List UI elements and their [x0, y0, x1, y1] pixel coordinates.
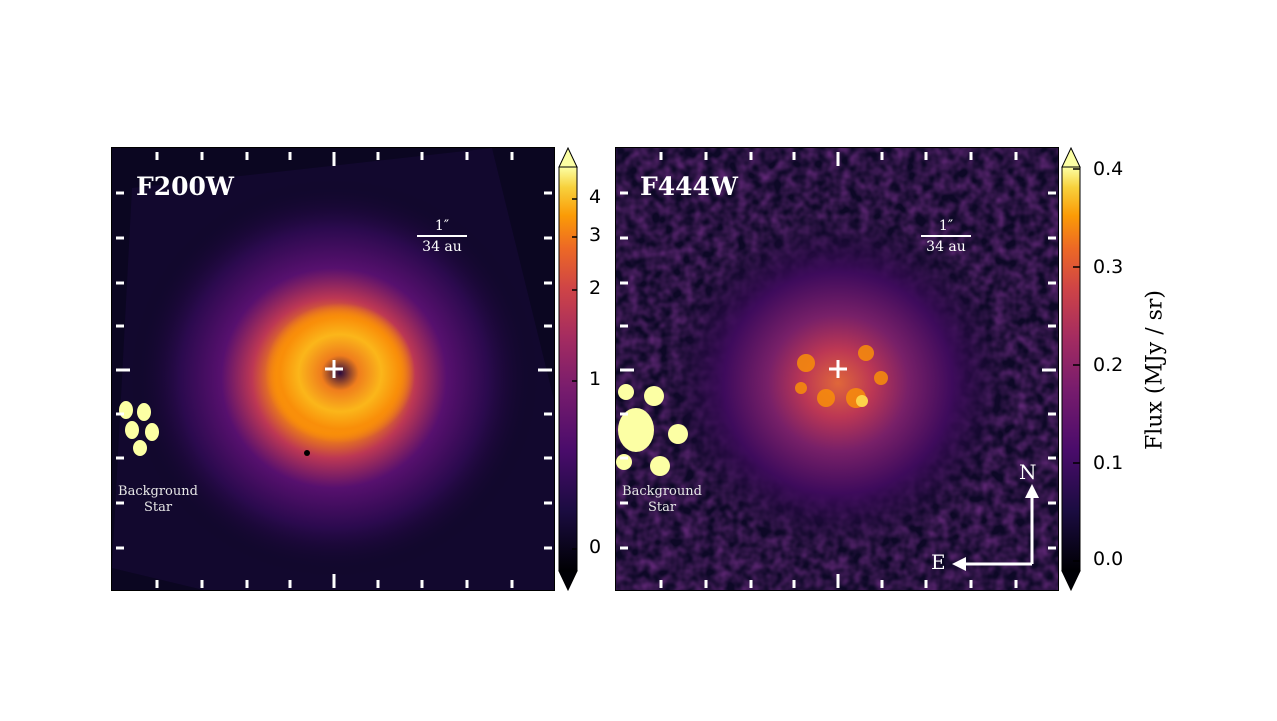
f200w-image-panel: F200W 1″ 34 au Background Star	[111, 147, 555, 591]
scalebar-au-label: 34 au	[926, 239, 966, 255]
colorbar-f200w	[558, 146, 578, 592]
bg-star-label-line2: Star	[647, 500, 677, 515]
scalebar-line	[921, 235, 971, 237]
colorbar-f444w-tick: 0.2	[1093, 354, 1124, 376]
colorbar-f200w-tick: 1	[589, 368, 602, 390]
f444w-image	[616, 148, 1058, 590]
star-position-marker	[325, 360, 343, 378]
compass-east-label: E	[931, 550, 946, 574]
scalebar-arcsec-label: 1″	[938, 218, 954, 234]
colorbar-f200w-tick: 4	[589, 186, 602, 208]
bg-star-label-line1: Background	[118, 484, 198, 499]
colorbar-f444w	[1061, 146, 1081, 592]
scalebar-f444w: 1″ 34 au	[921, 218, 971, 255]
compass-north-label: N	[1019, 460, 1037, 484]
background-star-label-f200w: Background Star	[116, 484, 200, 516]
f200w-image	[112, 148, 554, 590]
compass-arrows	[952, 484, 1039, 571]
bg-star-label-line2: Star	[143, 500, 173, 515]
filter-label-f444w: F444W	[640, 172, 739, 201]
scalebar-au-label: 34 au	[422, 239, 462, 255]
colorbar-f200w-gradient	[558, 146, 578, 592]
colorbar-f444w-tick: 0.3	[1093, 256, 1124, 278]
colorbar-f444w-gradient	[1061, 146, 1081, 592]
f444w-image-panel: F444W 1″ 34 au Background Star N E	[615, 147, 1059, 591]
colorbar-f444w-tick: 0.1	[1093, 452, 1124, 474]
colorbar-f200w-tick: 2	[589, 277, 602, 299]
axis-ticks	[116, 152, 552, 588]
bg-star-label-line1: Background	[622, 484, 702, 499]
background-star-label-f444w: Background Star	[620, 484, 704, 516]
colorbar-f444w-tick: 0.4	[1093, 158, 1124, 180]
star-position-marker	[829, 360, 847, 378]
scalebar-arcsec-label: 1″	[434, 218, 450, 234]
scalebar-f200w: 1″ 34 au	[417, 218, 467, 255]
colorbar-f444w-tick: 0.0	[1093, 548, 1124, 570]
axis-ticks	[620, 152, 1056, 588]
colorbar-f200w-tick: 0	[589, 536, 602, 558]
filter-label-f200w: F200W	[136, 172, 235, 201]
colorbar-title: Flux (MJy / sr)	[1142, 289, 1168, 451]
colorbar-f200w-tick: 3	[589, 224, 602, 246]
scalebar-line	[417, 235, 467, 237]
